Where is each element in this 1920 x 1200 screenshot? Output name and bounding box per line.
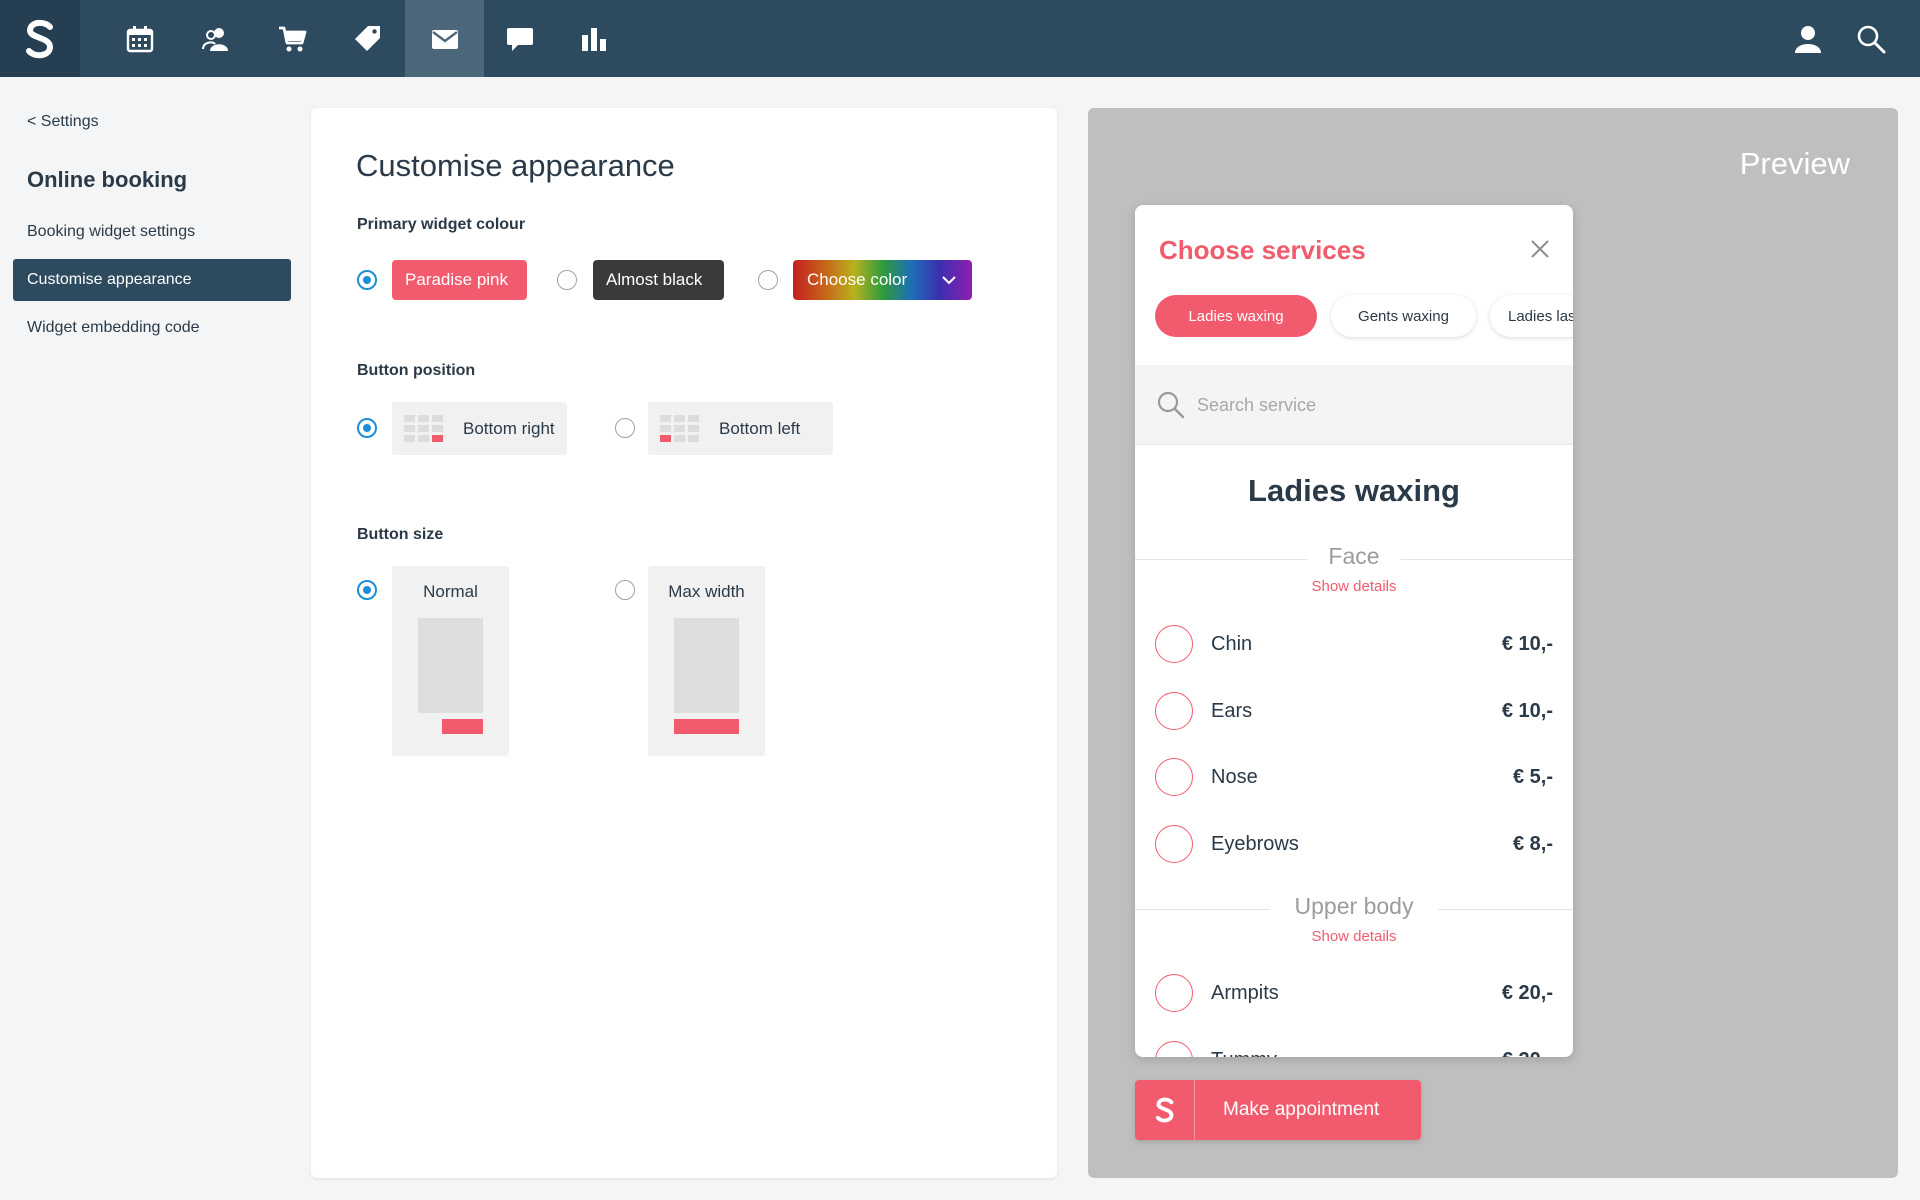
customers-icon[interactable] xyxy=(178,0,254,77)
service-row-ears[interactable]: Ears € 10,- xyxy=(1155,692,1553,732)
service-price: € 5,- xyxy=(1512,766,1553,788)
top-nav-bar xyxy=(0,0,1920,77)
search-icon[interactable] xyxy=(1833,0,1909,77)
service-row-eyebrows[interactable]: Eyebrows € 8,- xyxy=(1155,825,1553,865)
search-icon xyxy=(1157,391,1185,419)
show-details-link[interactable]: Show details xyxy=(1311,578,1397,595)
service-name: Nose xyxy=(1211,766,1258,788)
tag-icon[interactable] xyxy=(330,0,406,77)
service-name: Eyebrows xyxy=(1211,833,1299,855)
position-option-bottom-left[interactable]: Bottom left xyxy=(648,402,833,455)
service-name: Tummy xyxy=(1211,1049,1277,1057)
button-position-label: Button position xyxy=(357,362,476,379)
service-row-chin[interactable]: Chin € 10,- xyxy=(1155,625,1553,665)
tab-ladies-waxing[interactable]: Ladies waxing xyxy=(1155,295,1317,337)
tab-gents-waxing[interactable]: Gents waxing xyxy=(1331,295,1476,337)
page-title: Customise appearance xyxy=(356,148,675,183)
colour-radio-choose-color[interactable] xyxy=(758,270,778,290)
colour-radio-almost-black[interactable] xyxy=(557,270,577,290)
bottom-right-label: Bottom right xyxy=(463,418,555,438)
service-search-bar xyxy=(1135,365,1573,445)
primary-colour-label: Primary widget colour xyxy=(357,216,526,233)
position-radio-bottom-right[interactable] xyxy=(357,418,377,438)
shore-logo-icon xyxy=(1135,1080,1195,1140)
back-to-settings-link[interactable]: < Settings xyxy=(27,113,99,130)
preview-panel: Preview Choose services Ladies waxing Ge… xyxy=(1088,108,1898,1178)
bottom-left-layout-icon xyxy=(660,415,699,442)
widget-title: Choose services xyxy=(1159,235,1366,265)
divider xyxy=(1438,909,1573,910)
service-price: € 8,- xyxy=(1512,833,1553,855)
service-price: € 20,- xyxy=(1502,1049,1553,1057)
service-select-radio[interactable] xyxy=(1155,1041,1193,1057)
choose-color-label: Choose color xyxy=(807,270,908,289)
envelope-icon[interactable] xyxy=(405,0,484,77)
service-price: € 10,- xyxy=(1501,700,1553,722)
service-row-tummy[interactable]: Tummy € 20,- xyxy=(1155,1041,1553,1057)
normal-button-illustration xyxy=(442,719,483,734)
size-radio-normal[interactable] xyxy=(357,580,377,600)
button-size-label: Button size xyxy=(357,526,444,543)
cart-icon[interactable] xyxy=(254,0,330,77)
section-header-upper-body: Upper body xyxy=(1135,893,1573,923)
divider xyxy=(1401,559,1573,560)
position-radio-bottom-left[interactable] xyxy=(615,418,635,438)
service-select-radio[interactable] xyxy=(1155,974,1193,1012)
service-search-input[interactable] xyxy=(1197,391,1537,419)
size-radio-max-width[interactable] xyxy=(615,580,635,600)
service-select-radio[interactable] xyxy=(1155,692,1193,730)
service-select-radio[interactable] xyxy=(1155,825,1193,863)
service-name: Armpits xyxy=(1211,982,1279,1004)
sidebar-title: Online booking xyxy=(27,167,188,192)
user-icon[interactable] xyxy=(1770,0,1846,77)
screen-illustration xyxy=(418,618,483,713)
size-option-normal[interactable]: Normal xyxy=(392,566,509,756)
show-details-link[interactable]: Show details xyxy=(1311,928,1397,945)
bar-chart-icon[interactable] xyxy=(556,0,632,77)
service-select-radio[interactable] xyxy=(1155,758,1193,796)
choose-color-dropdown[interactable]: Choose color xyxy=(793,260,972,300)
divider xyxy=(1135,909,1270,910)
divider xyxy=(1135,559,1307,560)
section-header-face: Face xyxy=(1135,543,1573,573)
service-select-radio[interactable] xyxy=(1155,625,1193,663)
swatch-paradise-pink[interactable]: Paradise pink xyxy=(392,260,527,300)
sidebar-item-widget-embedding-code[interactable]: Widget embedding code xyxy=(27,319,200,336)
service-row-armpits[interactable]: Armpits € 20,- xyxy=(1155,974,1553,1014)
service-name: Chin xyxy=(1211,633,1253,655)
sidebar-item-booking-widget-settings[interactable]: Booking widget settings xyxy=(27,223,196,240)
category-title: Ladies waxing xyxy=(1248,473,1460,508)
section-name: Upper body xyxy=(1294,893,1414,919)
chat-icon[interactable] xyxy=(482,0,558,77)
bottom-right-layout-icon xyxy=(404,415,443,442)
close-icon[interactable] xyxy=(1529,238,1551,260)
service-row-nose[interactable]: Nose € 5,- xyxy=(1155,758,1553,798)
position-option-bottom-right[interactable]: Bottom right xyxy=(392,402,567,455)
service-price: € 20,- xyxy=(1501,982,1553,1004)
booking-widget-preview: Choose services Ladies waxing Gents waxi… xyxy=(1135,205,1573,1057)
calendar-icon[interactable] xyxy=(102,0,178,77)
max-width-size-label: Max width xyxy=(668,582,745,601)
make-appointment-button[interactable]: Make appointment xyxy=(1135,1080,1421,1140)
make-appointment-label: Make appointment xyxy=(1223,1099,1380,1120)
max-width-button-illustration xyxy=(674,719,739,734)
colour-radio-paradise-pink[interactable] xyxy=(357,270,377,290)
service-name: Ears xyxy=(1211,700,1253,722)
chevron-down-icon xyxy=(942,276,956,285)
service-price: € 10,- xyxy=(1501,633,1553,655)
swatch-almost-black[interactable]: Almost black xyxy=(593,260,724,300)
settings-panel: Customise appearance Primary widget colo… xyxy=(311,108,1057,1178)
screen-illustration xyxy=(674,618,739,713)
bottom-left-label: Bottom left xyxy=(719,418,801,438)
size-option-max-width[interactable]: Max width xyxy=(648,566,765,756)
section-name: Face xyxy=(1328,543,1380,569)
shore-logo-icon[interactable] xyxy=(0,0,80,77)
normal-size-label: Normal xyxy=(423,582,478,601)
preview-title: Preview xyxy=(1739,146,1850,181)
sidebar-item-customise-appearance[interactable]: Customise appearance xyxy=(13,259,291,301)
tab-ladies-laser[interactable]: Ladies laser xyxy=(1490,295,1573,337)
